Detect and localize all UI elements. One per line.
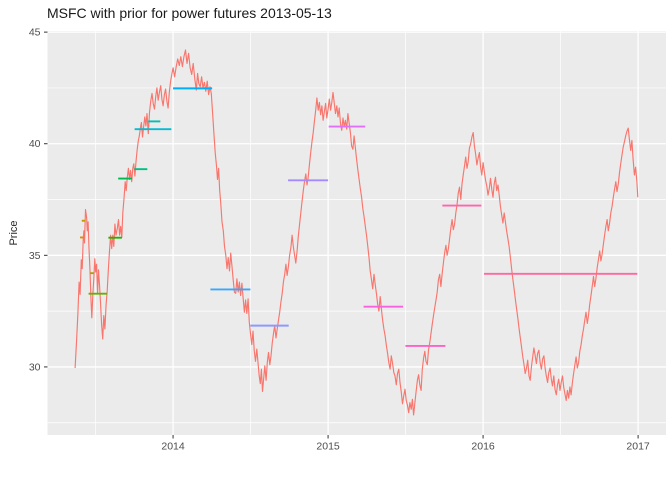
plot-panel bbox=[47, 31, 666, 435]
y-axis-title: Price bbox=[8, 220, 20, 246]
x-tick-label-2014: 2014 bbox=[161, 441, 185, 453]
price-line bbox=[74, 49, 639, 416]
y-tick-label-40: 40 bbox=[29, 138, 41, 150]
y-tick-label-30: 30 bbox=[29, 361, 41, 373]
x-tick-label-2016: 2016 bbox=[471, 441, 495, 453]
chart-title: MSFC with prior for power futures 2013-0… bbox=[47, 5, 332, 21]
y-tick-label-45: 45 bbox=[29, 27, 41, 39]
y-tick-label-35: 35 bbox=[29, 250, 41, 262]
x-tick-label-2017: 2017 bbox=[626, 441, 650, 453]
x-tick-label-2015: 2015 bbox=[316, 441, 340, 453]
